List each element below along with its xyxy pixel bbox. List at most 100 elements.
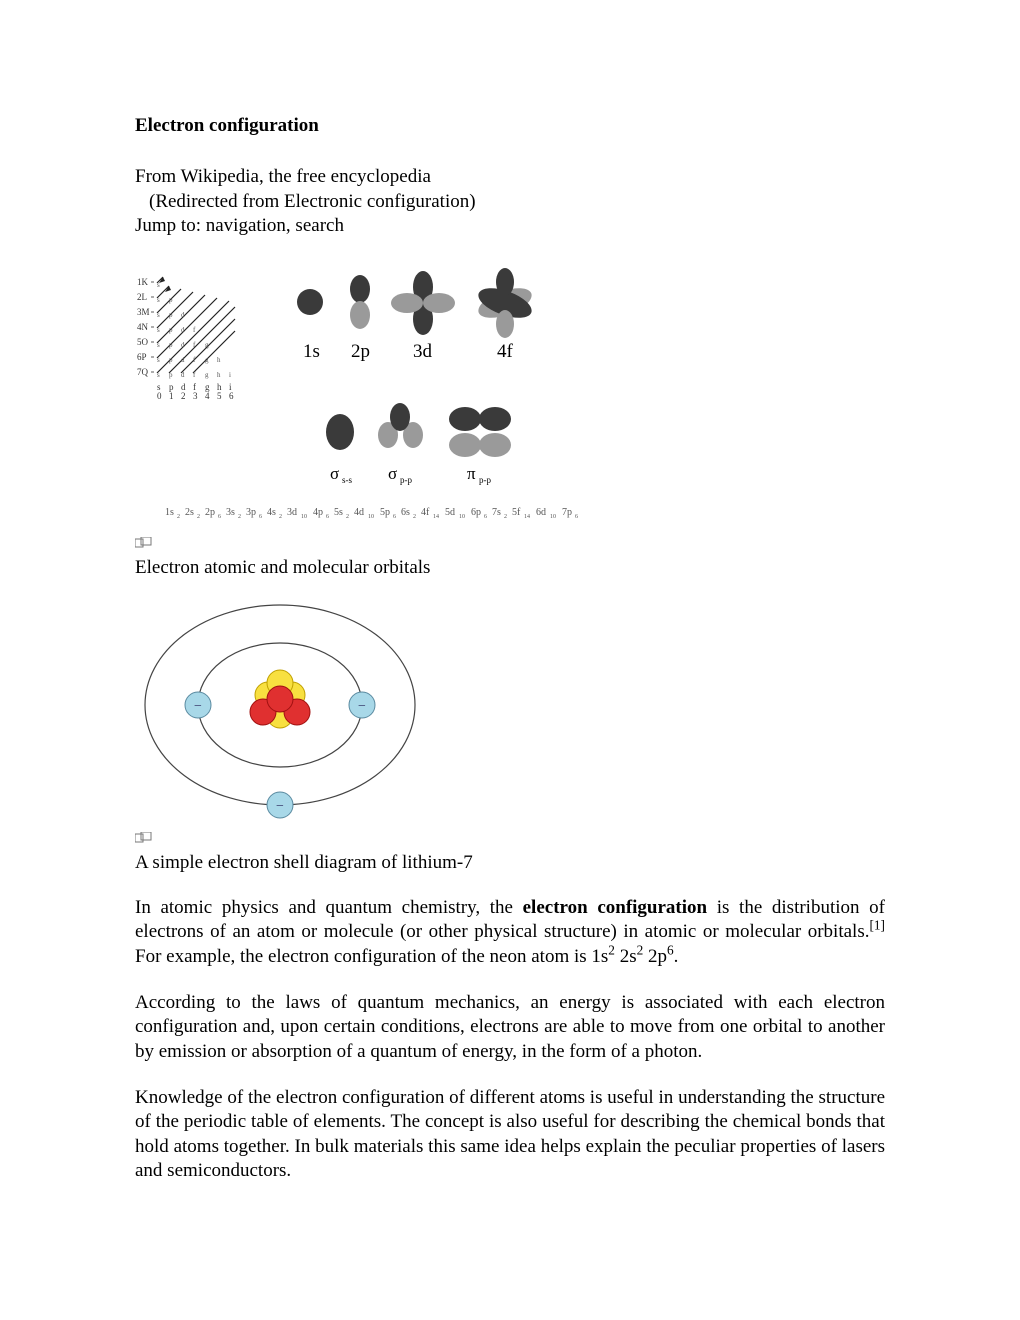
para1-bold: electron configuration <box>523 897 707 918</box>
svg-text:0: 0 <box>157 391 162 401</box>
document-page: Electron configuration From Wikipedia, t… <box>0 0 1020 1262</box>
svg-text:d: d <box>181 311 185 319</box>
svg-text:p: p <box>169 356 173 364</box>
svg-text:d: d <box>181 356 185 364</box>
svg-text:6: 6 <box>484 514 487 520</box>
svg-text:4d: 4d <box>354 507 364 518</box>
svg-text:5d: 5d <box>445 507 455 518</box>
svg-text:f: f <box>193 356 196 364</box>
svg-text:7Q: 7Q <box>137 367 149 377</box>
orbital-diagram-svg: 1K 2L 3M 4N 5O 6P 7Q s0 p1 d2 f3 g4 h5 i… <box>135 257 635 527</box>
orbital-1s <box>297 289 323 315</box>
svg-text:6: 6 <box>393 514 396 520</box>
enlarge-icon[interactable] <box>135 828 153 850</box>
paragraph-1: In atomic physics and quantum chemistry,… <box>135 896 885 969</box>
svg-text:p: p <box>169 326 173 334</box>
svg-text:i: i <box>229 371 231 379</box>
ref-1[interactable]: [1] <box>869 918 885 933</box>
nucleus <box>250 670 310 728</box>
orbital-4f <box>475 268 536 338</box>
svg-text:s: s <box>157 326 160 334</box>
svg-text:2: 2 <box>197 514 200 520</box>
orbital-pi-pp <box>449 407 511 457</box>
svg-text:4s: 4s <box>267 507 276 518</box>
paragraph-2: According to the laws of quantum mechani… <box>135 991 885 1064</box>
label-3d: 3d <box>413 341 433 362</box>
svg-text:2p: 2p <box>205 507 215 518</box>
svg-text:5O: 5O <box>137 337 149 347</box>
jump-line: Jump to: navigation, search <box>135 214 885 239</box>
orbital-3d <box>391 271 455 335</box>
svg-text:p: p <box>169 341 173 349</box>
svg-text:6: 6 <box>575 514 578 520</box>
svg-text:g: g <box>205 356 209 364</box>
svg-text:3d: 3d <box>287 507 297 518</box>
svg-text:4: 4 <box>205 391 210 401</box>
orbital-sigma-pp <box>378 403 423 448</box>
svg-text:6: 6 <box>259 514 262 520</box>
svg-text:s: s <box>157 296 160 304</box>
svg-text:h: h <box>217 371 221 379</box>
svg-text:6d: 6d <box>536 507 546 518</box>
svg-text:f: f <box>193 341 196 349</box>
lithium-figure: − − − <box>135 597 885 822</box>
svg-text:10: 10 <box>550 514 556 520</box>
svg-text:2: 2 <box>279 514 282 520</box>
svg-text:2: 2 <box>346 514 349 520</box>
svg-text:3p: 3p <box>246 507 256 518</box>
svg-text:10: 10 <box>368 514 374 520</box>
enlarge-icon[interactable] <box>135 533 153 555</box>
svg-text:10: 10 <box>301 514 307 520</box>
svg-text:5p: 5p <box>380 507 390 518</box>
svg-text:2: 2 <box>504 514 507 520</box>
svg-text:5: 5 <box>217 391 222 401</box>
label-4f: 4f <box>497 341 514 362</box>
svg-text:π: π <box>467 464 476 483</box>
svg-text:4f: 4f <box>421 507 430 518</box>
svg-text:s: s <box>157 311 160 319</box>
svg-text:6: 6 <box>218 514 221 520</box>
svg-text:5s: 5s <box>334 507 343 518</box>
svg-text:1: 1 <box>169 391 174 401</box>
svg-text:2s: 2s <box>185 507 194 518</box>
caption-lithium: A simple electron shell diagram of lithi… <box>135 852 885 874</box>
svg-text:−: − <box>276 799 284 814</box>
svg-text:p: p <box>169 296 173 304</box>
svg-text:d: d <box>181 371 185 379</box>
svg-text:14: 14 <box>524 514 530 520</box>
svg-text:10: 10 <box>459 514 465 520</box>
svg-text:σ: σ <box>330 464 339 483</box>
orbital-figure: 1K 2L 3M 4N 5O 6P 7Q s0 p1 d2 f3 g4 h5 i… <box>135 257 885 527</box>
svg-text:7p: 7p <box>562 507 572 518</box>
svg-text:1s: 1s <box>165 507 174 518</box>
svg-text:6p: 6p <box>471 507 481 518</box>
svg-text:p-p: p-p <box>400 475 412 485</box>
svg-text:h: h <box>217 356 221 364</box>
orbital-sigma-ss <box>326 414 354 450</box>
svg-text:1K: 1K <box>137 277 149 287</box>
svg-text:s: s <box>157 356 160 364</box>
svg-text:d: d <box>181 341 185 349</box>
para1-pre: In atomic physics and quantum chemistry,… <box>135 897 523 918</box>
svg-text:g: g <box>205 341 209 349</box>
svg-text:3: 3 <box>193 391 198 401</box>
svg-text:5f: 5f <box>512 507 521 518</box>
svg-text:s-s: s-s <box>342 475 352 485</box>
svg-text:−: − <box>358 699 366 714</box>
svg-text:3s: 3s <box>226 507 235 518</box>
svg-text:s: s <box>157 281 160 289</box>
svg-text:g: g <box>205 371 209 379</box>
para1-post-b: For example, the electron configuration … <box>135 946 608 967</box>
svg-text:4N: 4N <box>137 322 149 332</box>
paragraph-3: Knowledge of the electron configuration … <box>135 1086 885 1183</box>
svg-text:−: − <box>194 699 202 714</box>
label-1s: 1s <box>303 341 320 362</box>
svg-text:2: 2 <box>238 514 241 520</box>
svg-text:4p: 4p <box>313 507 323 518</box>
svg-text:σ: σ <box>388 464 397 483</box>
svg-text:f: f <box>193 371 196 379</box>
svg-text:7s: 7s <box>492 507 501 518</box>
source-line: From Wikipedia, the free encyclopedia <box>135 165 885 190</box>
svg-text:s: s <box>157 371 160 379</box>
svg-text:6: 6 <box>326 514 329 520</box>
